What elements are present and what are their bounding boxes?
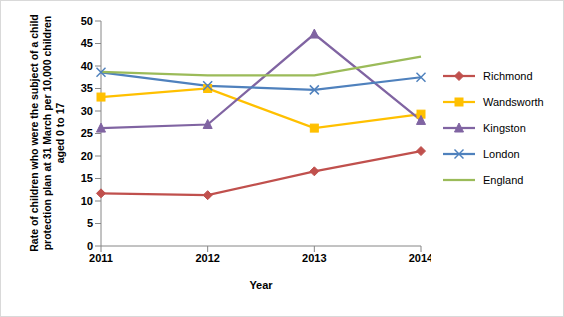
svg-text:30: 30 xyxy=(81,105,93,117)
svg-text:45: 45 xyxy=(81,37,93,49)
html-text:London: London xyxy=(483,148,520,160)
svg-text:2011: 2011 xyxy=(89,252,113,264)
svg-text:5: 5 xyxy=(87,217,93,229)
svg-text:25: 25 xyxy=(81,127,93,139)
svg-text:35: 35 xyxy=(81,82,93,94)
svg-text:10: 10 xyxy=(81,195,93,207)
svg-text:50: 50 xyxy=(81,15,93,27)
svg-text:2013: 2013 xyxy=(302,252,326,264)
svg-text:0: 0 xyxy=(87,240,93,252)
html-text:Richmond: Richmond xyxy=(483,70,533,82)
svg-text:20: 20 xyxy=(81,150,93,162)
html-text:Rate of children who were the: Rate of children who were the subject of… xyxy=(27,14,66,252)
html-text:England: England xyxy=(483,174,524,186)
svg-text:15: 15 xyxy=(81,172,93,184)
svg-text:40: 40 xyxy=(81,60,93,72)
svg-text:Year: Year xyxy=(249,279,273,291)
svg-text:2012: 2012 xyxy=(195,252,219,264)
svg-text:2014: 2014 xyxy=(409,252,431,264)
html-text:Wandsworth: Wandsworth xyxy=(483,96,544,108)
html-text:Kingston: Kingston xyxy=(483,122,526,134)
